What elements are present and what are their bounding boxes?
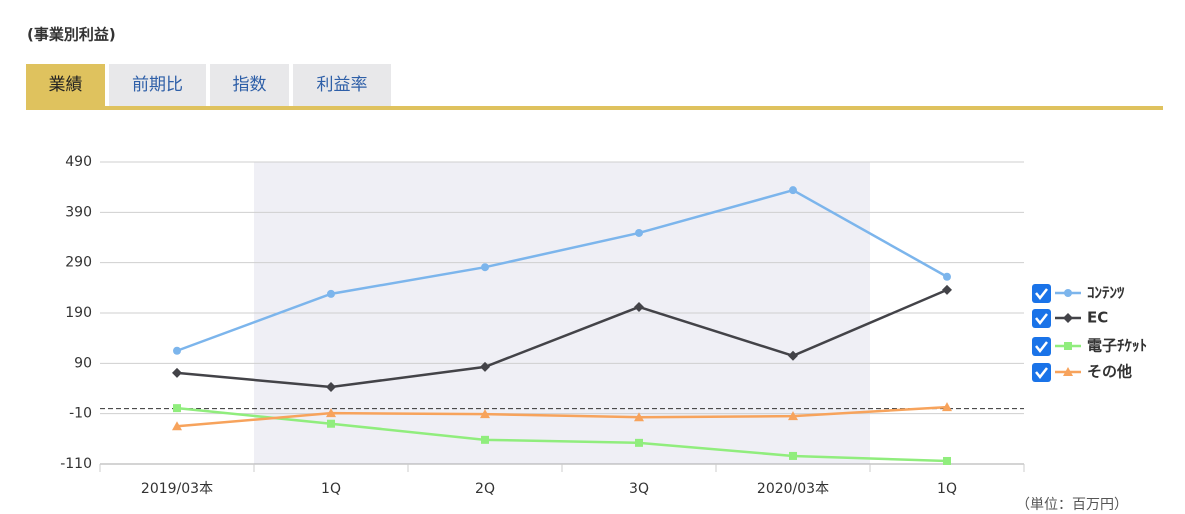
legend-checkbox[interactable] (1032, 363, 1051, 382)
point (942, 284, 952, 295)
point (327, 419, 335, 428)
y-tick-label: 190 (65, 305, 92, 321)
point (172, 421, 182, 431)
tab-label[interactable]: 前期比 (132, 75, 183, 95)
x-tick-label: 3Q (629, 481, 649, 497)
checkmark (1035, 288, 1048, 301)
point (635, 228, 643, 237)
point (173, 346, 181, 355)
y-tick-label: 90 (74, 355, 92, 371)
series-line (176, 405, 948, 428)
point (480, 361, 490, 372)
tab-underline (26, 106, 1163, 110)
unit-note: （単位：百万円） (1016, 497, 1128, 513)
tab[interactable] (26, 64, 105, 106)
legend-item[interactable]: ｺﾝﾃﾝﾂ (1032, 284, 1125, 304)
point (788, 350, 798, 361)
point (789, 451, 797, 460)
point (1064, 289, 1072, 297)
point (326, 381, 336, 392)
point (942, 402, 952, 412)
legend-checkbox[interactable] (1032, 284, 1051, 303)
point (172, 367, 182, 378)
legend-item[interactable]: 電子ﾁｹｯﾄ (1032, 337, 1147, 357)
legend-label: ｺﾝﾃﾝﾂ (1087, 284, 1125, 302)
point (788, 411, 798, 421)
checkmark (1035, 341, 1048, 354)
x-tick-label: 1Q (321, 481, 341, 497)
x-tick-label: 1Q (937, 481, 957, 497)
point (481, 435, 489, 444)
legend-checkbox[interactable] (1032, 309, 1051, 328)
legend-label: その他 (1087, 363, 1132, 381)
point (327, 289, 335, 298)
point (635, 438, 643, 447)
point (326, 408, 336, 418)
point (1063, 367, 1073, 376)
tab[interactable] (210, 64, 289, 106)
point (481, 263, 489, 272)
y-tick-label: -110 (60, 456, 92, 472)
y-tick-label: 390 (65, 204, 92, 220)
point (943, 456, 951, 465)
series-line (176, 288, 948, 389)
tab-bar: 業績 前期比 指数 利益率 (26, 64, 1163, 110)
point (1064, 342, 1072, 350)
legend-label: EC (1087, 309, 1108, 327)
point (1063, 313, 1073, 323)
series-line (176, 188, 948, 352)
section-title: (事業別利益) (27, 26, 116, 44)
x-tick-label: 2020/03本 (757, 481, 829, 497)
legend-label: 電子ﾁｹｯﾄ (1087, 337, 1147, 355)
point (634, 301, 644, 312)
series-line (176, 406, 948, 463)
point (943, 272, 951, 281)
chart: -110 -10 90 190 290 390 490 2019/03本 1Q 2Q 3Q 2020/… (60, 154, 1147, 497)
y-tick-label: 290 (65, 255, 92, 271)
tab[interactable] (293, 64, 391, 106)
legend-item[interactable]: EC (1032, 309, 1108, 329)
x-tick-label: 2019/03本 (141, 481, 213, 497)
point (634, 412, 644, 422)
tab-label[interactable]: 指数 (233, 75, 267, 95)
checkmark (1035, 313, 1048, 326)
point (173, 404, 181, 413)
checkmark (1035, 367, 1048, 380)
legend-checkbox[interactable] (1032, 337, 1051, 356)
legend-item[interactable]: その他 (1032, 363, 1132, 383)
y-tick-label: 490 (65, 154, 92, 170)
tab-label[interactable]: 利益率 (317, 75, 368, 95)
y-tick-label: -10 (69, 406, 92, 422)
x-tick-label: 2Q (475, 481, 495, 497)
tab-label[interactable]: 業績 (49, 75, 83, 95)
point (789, 186, 797, 195)
tab[interactable] (109, 64, 206, 106)
point (480, 409, 490, 419)
